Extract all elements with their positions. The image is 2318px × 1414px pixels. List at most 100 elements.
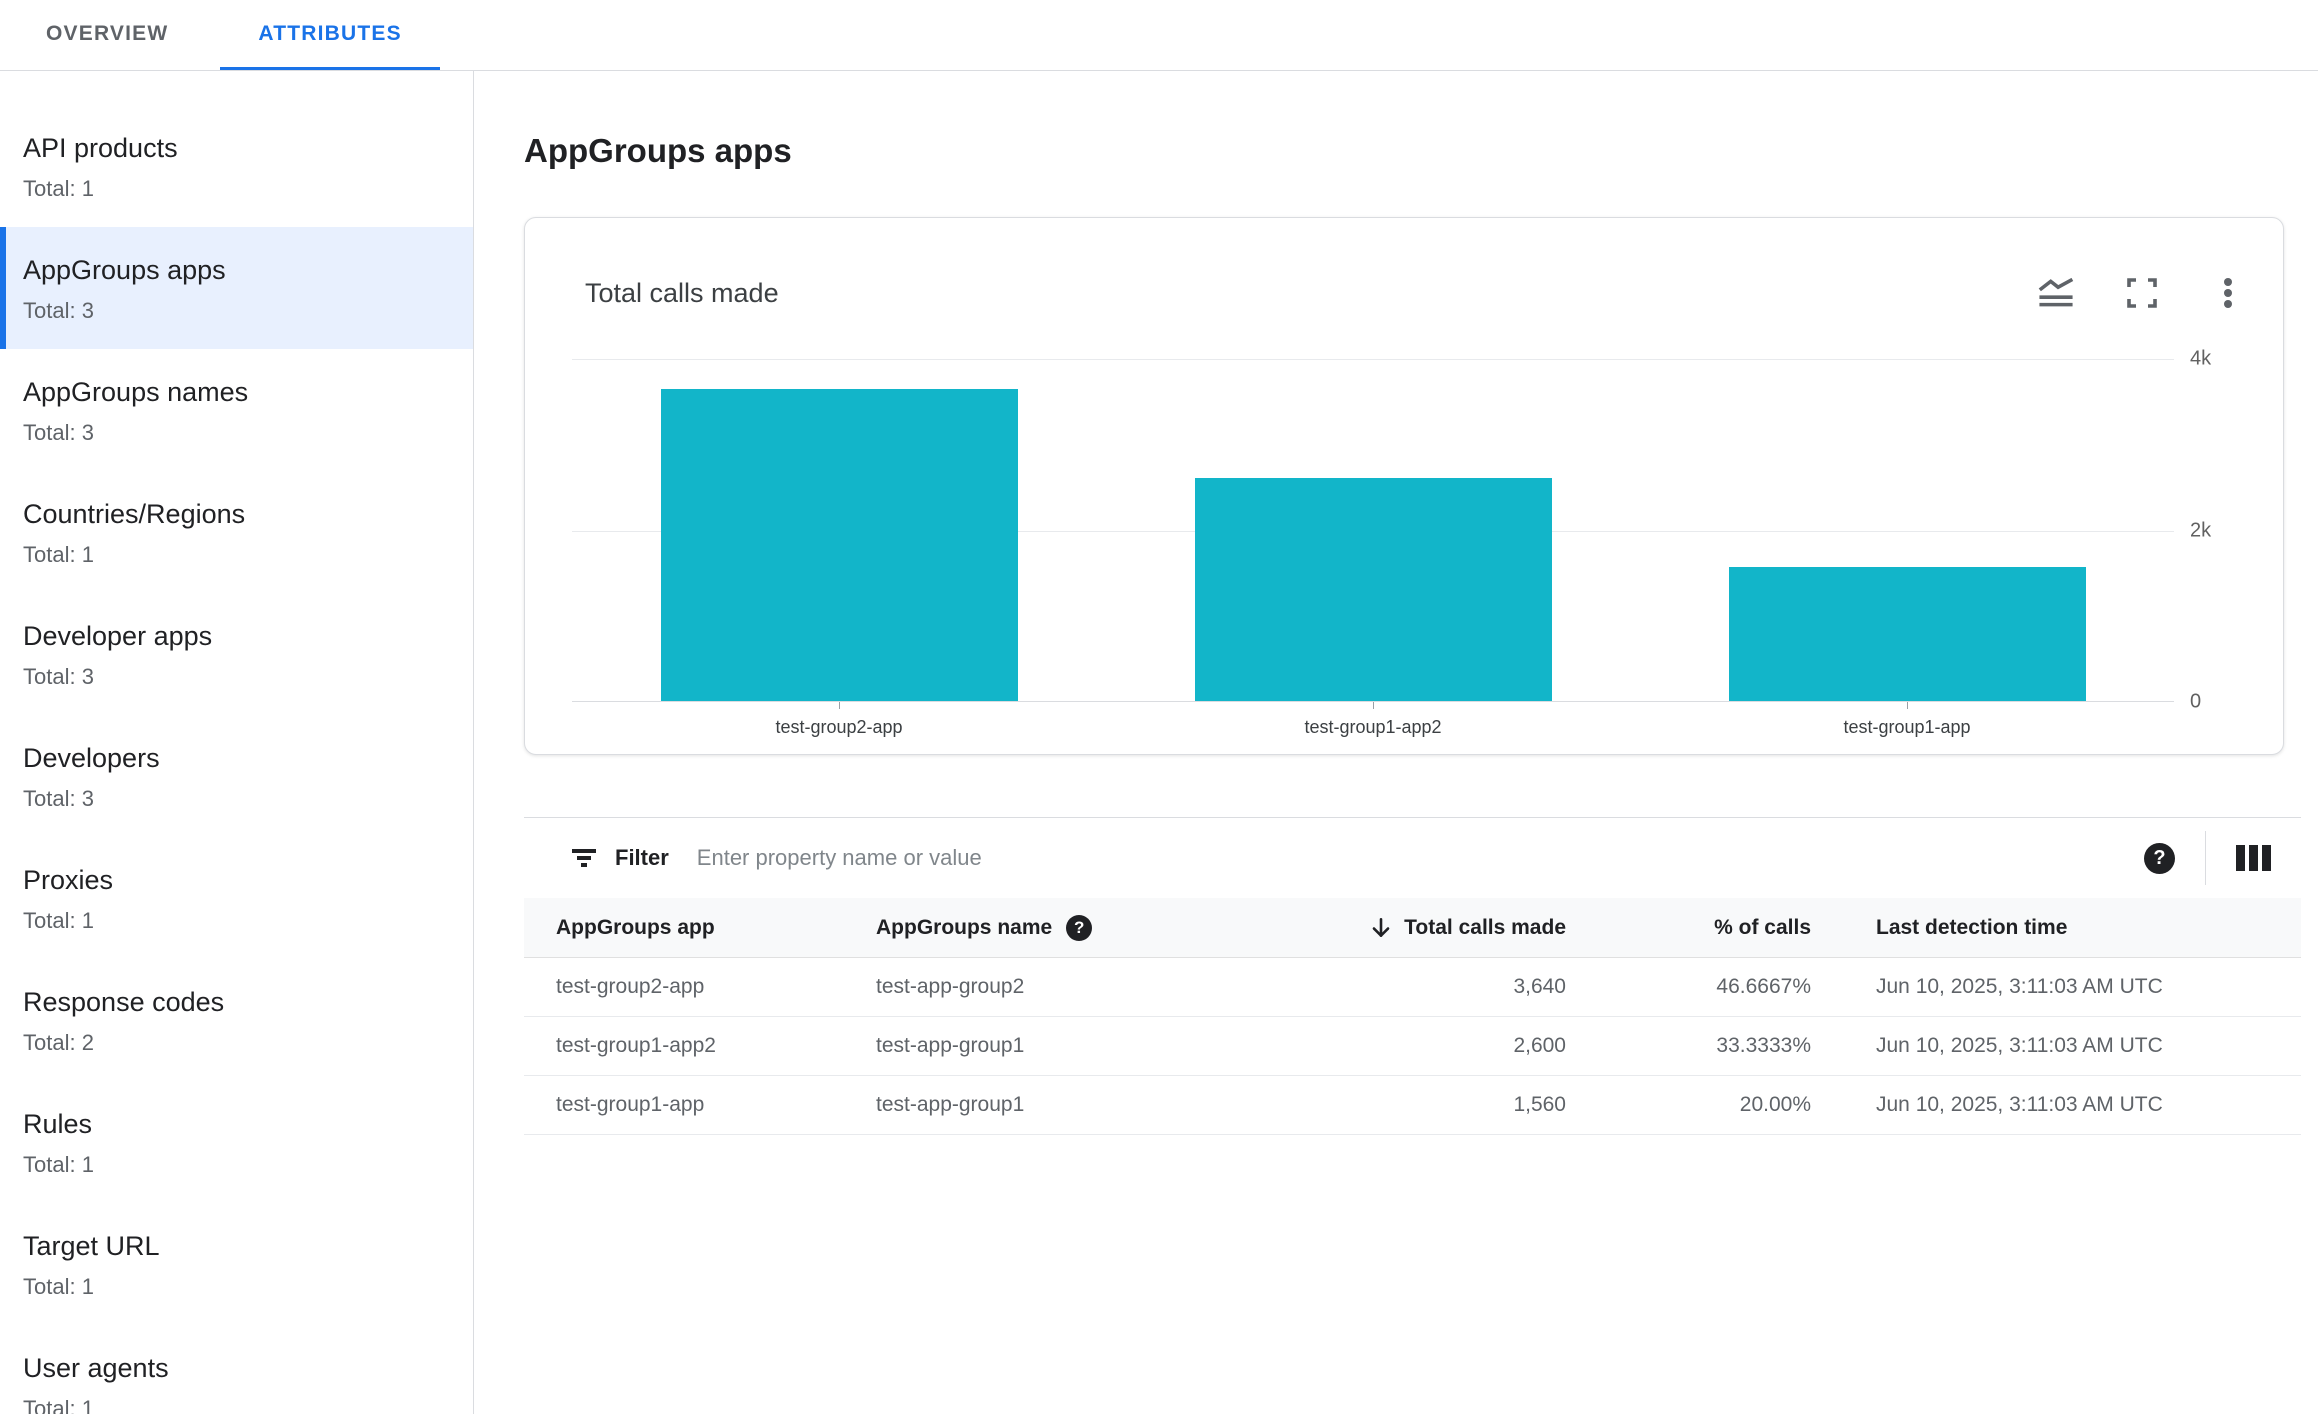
- sidebar-item-total: Total: 1: [23, 1396, 94, 1414]
- axis-tick: [1906, 702, 1908, 709]
- table-header-row: AppGroups app AppGroups name ? Total cal…: [524, 898, 2301, 958]
- sidebar-item-total: Total: 3: [23, 298, 94, 323]
- page-layout: API products Total: 1 AppGroups apps Tot…: [0, 71, 2318, 1414]
- x-labels: test-group2-app test-group1-app2 test-grou…: [572, 702, 2174, 738]
- toolbar-divider: [2205, 831, 2206, 885]
- col-header-appgroups-app[interactable]: AppGroups app: [556, 915, 715, 939]
- sidebar-item-total: Total: 1: [23, 176, 94, 201]
- table-row[interactable]: test-group1-app2 test-app-group1 2,600 3…: [524, 1017, 2301, 1076]
- col-header-last-detection-time[interactable]: Last detection time: [1876, 915, 2068, 939]
- help-icon[interactable]: ?: [2144, 842, 2175, 874]
- filter-input[interactable]: [696, 845, 2144, 871]
- chart-title: Total calls made: [585, 278, 779, 308]
- sidebar-item-total: Total: 2: [23, 1030, 94, 1055]
- chart-card-header: Total calls made: [525, 218, 2283, 312]
- cell-appgroups-app: test-group2-app: [556, 975, 705, 998]
- cell-appgroups-name: test-app-group2: [876, 975, 1025, 998]
- area-chart-icon[interactable]: [2037, 274, 2075, 312]
- sidebar-item-appgroups-apps[interactable]: AppGroups apps Total: 3: [0, 227, 473, 349]
- x-axis-label: test-group2-app: [775, 717, 903, 737]
- col-header-label: Total calls made: [1404, 915, 1566, 939]
- x-axis-label: test-group1-app: [1843, 717, 1971, 737]
- bar-slot: [1640, 359, 2174, 701]
- sidebar-item-total: Total: 3: [23, 420, 94, 445]
- cell-appgroups-app: test-group1-app: [556, 1093, 705, 1116]
- sidebar-item-proxies[interactable]: Proxies Total: 1: [0, 837, 473, 959]
- cell-appgroups-name: test-app-group1: [876, 1093, 1025, 1116]
- cell-percent-of-calls: 20.00%: [1739, 1093, 1811, 1116]
- y-axis-labels: 4k 2k 0: [2190, 348, 2270, 713]
- tab-attributes[interactable]: ATTRIBUTES: [220, 0, 440, 70]
- more-vert-icon[interactable]: [2209, 274, 2247, 312]
- sidebar-item-api-products[interactable]: API products Total: 1: [0, 105, 473, 227]
- sidebar-item-label: API products: [23, 133, 178, 163]
- axis-tick: [838, 702, 840, 709]
- bar-plot-area: 4k 2k 0: [572, 348, 2211, 713]
- sidebar-item-label: Rules: [23, 1109, 93, 1139]
- col-header-label: AppGroups name: [876, 915, 1053, 939]
- sidebar-item-appgroups-names[interactable]: AppGroups names Total: 3: [0, 349, 473, 471]
- column-help-icon[interactable]: ?: [1066, 914, 1093, 941]
- view-columns-icon[interactable]: [2236, 845, 2271, 871]
- sidebar-item-developers[interactable]: Developers Total: 3: [0, 715, 473, 837]
- sidebar-item-label: Proxies: [23, 865, 114, 895]
- x-label-slot: test-group1-app: [1640, 702, 2174, 738]
- filter-row: Filter ?: [524, 818, 2301, 898]
- cell-total-calls: 2,600: [1513, 1034, 1566, 1057]
- gridline-4k: [572, 359, 2174, 360]
- x-label-slot: test-group2-app: [572, 702, 1106, 738]
- sidebar-item-label: Target URL: [23, 1231, 160, 1261]
- attributes-table-section: Filter ? AppGroups app AppGroups name ? …: [524, 817, 2301, 1135]
- tab-overview[interactable]: OVERVIEW: [46, 21, 169, 45]
- cell-appgroups-app: test-group1-app2: [556, 1034, 716, 1057]
- sidebar-item-response-codes[interactable]: Response codes Total: 2: [0, 959, 473, 1081]
- fullscreen-icon[interactable]: [2123, 274, 2161, 312]
- col-header-total-calls[interactable]: Total calls made: [1336, 915, 1566, 941]
- x-axis-label: test-group1-app2: [1304, 717, 1442, 737]
- sidebar-item-label: AppGroups names: [23, 377, 249, 407]
- cell-last-detection-time: Jun 10, 2025, 3:11:03 AM UTC: [1876, 975, 2163, 998]
- sidebar-item-user-agents[interactable]: User agents Total: 1: [0, 1325, 473, 1414]
- sidebar-item-label: AppGroups apps: [23, 255, 226, 285]
- bar-plot: [572, 359, 2174, 701]
- col-header-appgroups-name[interactable]: AppGroups name ?: [876, 914, 1336, 941]
- sidebar-item-developer-apps[interactable]: Developer apps Total: 3: [0, 593, 473, 715]
- sidebar-item-total: Total: 3: [23, 786, 94, 811]
- cell-total-calls: 3,640: [1513, 975, 1566, 998]
- chart-actions: [2037, 274, 2247, 312]
- bar-slot: [1106, 359, 1640, 701]
- attributes-sidebar: API products Total: 1 AppGroups apps Tot…: [0, 71, 474, 1414]
- col-header-percent-of-calls[interactable]: % of calls: [1714, 915, 1811, 939]
- cell-percent-of-calls: 46.6667%: [1716, 975, 1811, 998]
- cell-last-detection-time: Jun 10, 2025, 3:11:03 AM UTC: [1876, 1093, 2163, 1116]
- bar-test-group1-app2[interactable]: [1194, 478, 1552, 701]
- y-axis-label: 4k: [2190, 347, 2212, 370]
- page-title: AppGroups apps: [524, 132, 792, 169]
- sidebar-item-target-url[interactable]: Target URL Total: 1: [0, 1203, 473, 1325]
- bar-test-group2-app[interactable]: [660, 388, 1018, 701]
- x-label-slot: test-group1-app2: [1106, 702, 1640, 738]
- table-row[interactable]: test-group1-app test-app-group1 1,560 20…: [524, 1076, 2301, 1135]
- cell-percent-of-calls: 33.3333%: [1716, 1034, 1811, 1057]
- cell-appgroups-name: test-app-group1: [876, 1034, 1025, 1057]
- sidebar-item-total: Total: 1: [23, 908, 94, 933]
- sidebar-item-rules[interactable]: Rules Total: 1: [0, 1081, 473, 1203]
- sidebar-item-label: Response codes: [23, 987, 225, 1017]
- filter-list-icon: [572, 849, 596, 867]
- tab-bar: OVERVIEW ATTRIBUTES: [0, 0, 2318, 71]
- y-axis-label: 0: [2190, 690, 2202, 713]
- cell-last-detection-time: Jun 10, 2025, 3:11:03 AM UTC: [1876, 1034, 2163, 1057]
- filter-label: Filter: [615, 845, 669, 870]
- sidebar-item-label: Countries/Regions: [23, 499, 246, 529]
- sidebar-item-countries-regions[interactable]: Countries/Regions Total: 1: [0, 471, 473, 593]
- sidebar-item-label: User agents: [23, 1353, 169, 1383]
- axis-tick: [1372, 702, 1374, 709]
- total-calls-chart-card: Total calls made: [524, 217, 2284, 755]
- main-content: AppGroups apps Total calls made: [474, 71, 2318, 1414]
- table-row[interactable]: test-group2-app test-app-group2 3,640 46…: [524, 958, 2301, 1017]
- bar-slot: [572, 359, 1106, 701]
- sidebar-item-total: Total: 1: [23, 1152, 94, 1177]
- bar-test-group1-app[interactable]: [1728, 567, 2086, 701]
- bar-chart: 4k 2k 0 test-group2-app test-group1-app2 tes…: [572, 348, 2211, 738]
- x-axis-line: [572, 701, 2174, 702]
